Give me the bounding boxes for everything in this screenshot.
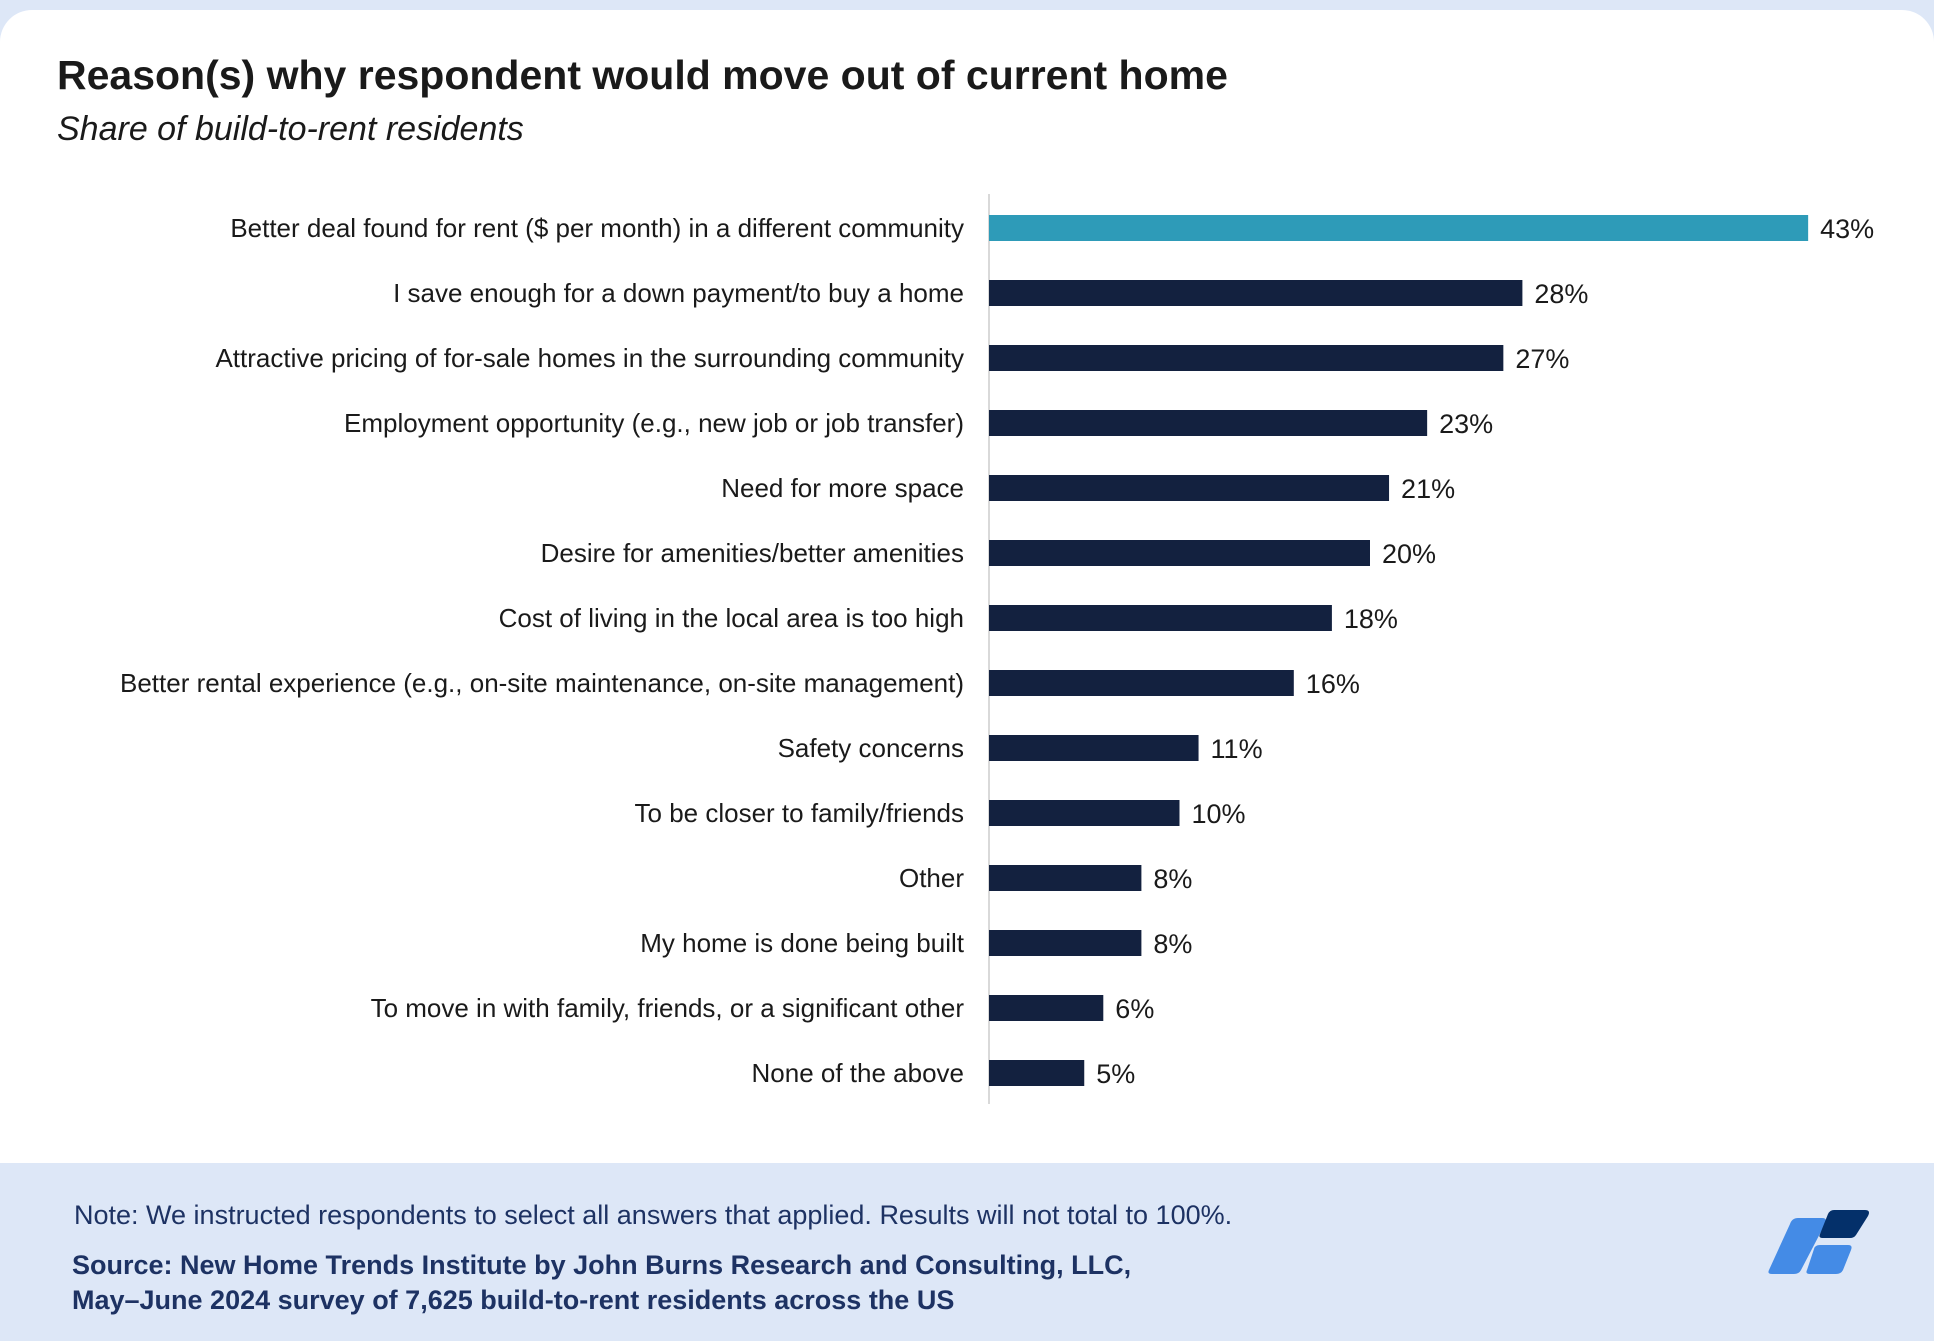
data-label: 10% [1192,799,1246,829]
bar [989,345,1504,371]
data-label: 11% [1211,734,1263,764]
bar [989,475,1390,501]
chart-subtitle: Share of build-to-rent residents [57,110,524,148]
category-label: To be closer to family/friends [635,798,964,828]
bar [989,735,1199,761]
source-line-1: Source: New Home Trends Institute by Joh… [72,1250,1132,1280]
category-label: Need for more space [721,473,964,503]
bar-chart: Better deal found for rent ($ per month)… [120,194,1874,1104]
bar [989,215,1809,241]
category-label: Safety concerns [778,733,964,763]
bar [989,995,1104,1021]
bar [989,865,1142,891]
bar [989,1060,1085,1086]
data-label: 28% [1534,279,1588,309]
data-label: 6% [1115,994,1154,1024]
bar [989,605,1332,631]
bar [989,930,1142,956]
data-label: 27% [1515,344,1569,374]
category-label: Desire for amenities/better amenities [541,538,964,568]
data-label: 8% [1153,929,1192,959]
data-label: 21% [1401,474,1455,504]
chart-title: Reason(s) why respondent would move out … [57,52,1228,98]
bar [989,280,1523,306]
footer [0,1163,1934,1341]
data-label: 20% [1382,539,1436,569]
bar [989,670,1294,696]
category-label: Attractive pricing of for-sale homes in … [215,343,964,373]
category-label: My home is done being built [640,928,965,958]
data-label: 5% [1096,1059,1135,1089]
category-label: Better rental experience (e.g., on-site … [120,668,964,698]
category-label: I save enough for a down payment/to buy … [393,278,964,308]
footer-source: Source: New Home Trends Institute by Joh… [72,1248,1131,1318]
category-label: To move in with family, friends, or a si… [371,993,965,1023]
data-label: 23% [1439,409,1493,439]
footer-note: Note: We instructed respondents to selec… [74,1200,1233,1230]
source-line-2: May–June 2024 survey of 7,625 build-to-r… [72,1285,955,1315]
category-label: Cost of living in the local area is too … [499,603,964,633]
bar [989,540,1370,566]
data-label: 43% [1820,214,1874,244]
bar [989,800,1180,826]
chart-card [0,10,1934,1163]
data-label: 18% [1344,604,1398,634]
data-label: 16% [1306,669,1360,699]
category-label: Better deal found for rent ($ per month)… [230,213,964,243]
category-label: None of the above [752,1058,965,1088]
data-label: 8% [1153,864,1192,894]
category-label: Other [899,863,964,893]
company-logo-icon [1768,1210,1869,1274]
category-label: Employment opportunity (e.g., new job or… [344,408,964,438]
bar [989,410,1428,436]
